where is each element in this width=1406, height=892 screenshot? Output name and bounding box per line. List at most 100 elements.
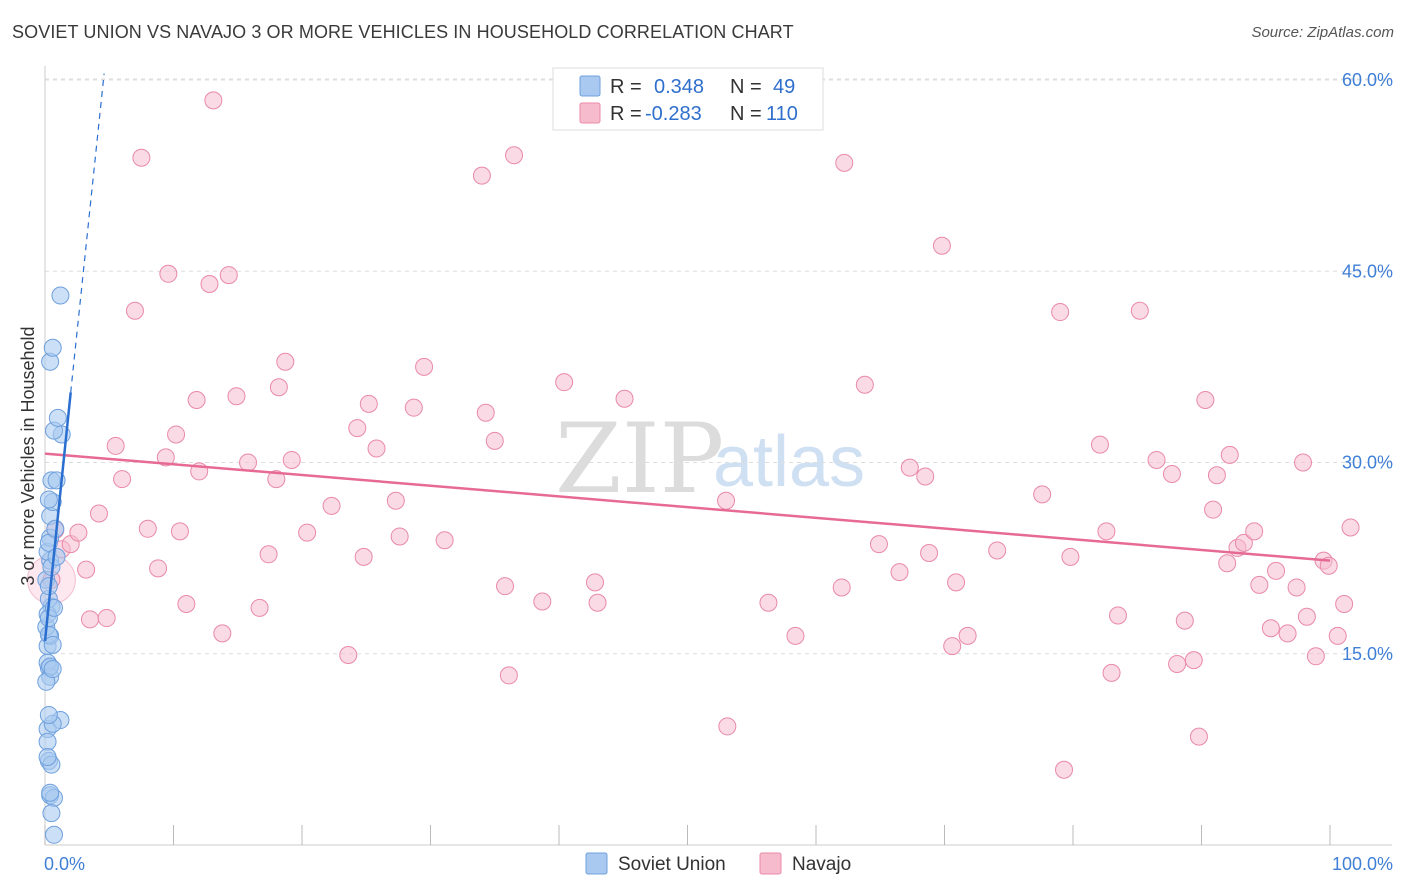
navajo-point bbox=[156, 448, 175, 467]
navajo-point bbox=[1335, 595, 1354, 614]
navajo-point bbox=[167, 425, 186, 444]
navajo-point bbox=[159, 264, 178, 283]
navajo-point bbox=[1294, 453, 1313, 472]
grid-lines bbox=[45, 78, 1392, 655]
trend-lines bbox=[43, 73, 1331, 642]
navajo-point bbox=[170, 522, 189, 541]
series-legend: Soviet Union Navajo bbox=[585, 852, 851, 875]
navajo-point bbox=[505, 146, 524, 165]
soviet-union-trend-line bbox=[43, 392, 72, 642]
soviet-union-point bbox=[47, 547, 66, 566]
navajo-point bbox=[276, 352, 295, 371]
navajo-point bbox=[1319, 556, 1338, 575]
navajo-point bbox=[1051, 303, 1070, 322]
legend-r-value: 0.348 bbox=[654, 76, 704, 98]
navajo-point bbox=[1097, 522, 1116, 541]
navajo-point bbox=[390, 527, 409, 546]
navajo-point bbox=[1102, 663, 1121, 682]
soviet-union-point bbox=[43, 635, 62, 654]
soviet-union-point bbox=[41, 783, 60, 802]
y-tick-label: 60.0% bbox=[1342, 70, 1393, 90]
soviet-union-point bbox=[38, 748, 57, 767]
navajo-point bbox=[1287, 578, 1306, 597]
navajo-point bbox=[354, 547, 373, 566]
navajo-point bbox=[113, 470, 132, 489]
navajo-point bbox=[1245, 522, 1264, 541]
legend-r-label: R = bbox=[610, 103, 642, 125]
navajo-point bbox=[1189, 727, 1208, 746]
y-axis-title: 3 or more Vehicles in Household bbox=[18, 326, 38, 585]
navajo-point bbox=[916, 467, 935, 486]
legend-n-label: N = bbox=[730, 103, 762, 125]
navajo-point bbox=[1234, 533, 1253, 552]
navajo-trend-line bbox=[44, 452, 1331, 562]
navajo-point bbox=[219, 266, 238, 285]
chart-source: Source: ZipAtlas.com bbox=[1251, 24, 1394, 41]
navajo-point bbox=[1061, 547, 1080, 566]
navajo-point bbox=[890, 563, 909, 582]
navajo-point bbox=[900, 458, 919, 477]
navajo-point bbox=[1055, 760, 1074, 779]
navajo-point bbox=[835, 153, 854, 172]
soviet-union-point bbox=[39, 705, 58, 724]
navajo-point bbox=[1108, 606, 1127, 625]
navajo-point bbox=[386, 491, 405, 510]
navajo-point bbox=[485, 431, 504, 450]
navajo-point bbox=[239, 453, 258, 472]
soviet-union-point bbox=[43, 338, 62, 357]
navajo-point bbox=[1090, 435, 1109, 454]
navajo-point bbox=[1196, 391, 1215, 410]
navajo-point bbox=[1033, 485, 1052, 504]
navajo-point bbox=[1168, 654, 1187, 673]
tick-labels: 15.0% 30.0% 45.0% 60.0% 0.0% 100.0% bbox=[44, 70, 1393, 874]
navajo-point bbox=[415, 357, 434, 376]
navajo-point bbox=[932, 236, 951, 255]
navajo-point bbox=[1204, 500, 1223, 519]
watermark: ZIP atlas bbox=[555, 403, 865, 515]
navajo-point bbox=[988, 541, 1007, 560]
navajo-point bbox=[132, 148, 151, 167]
navajo-point bbox=[855, 375, 874, 394]
navajo-point bbox=[1207, 466, 1226, 485]
navajo-point bbox=[298, 523, 317, 542]
navajo-point bbox=[718, 717, 737, 736]
navajo-point bbox=[404, 398, 423, 417]
navajo-point bbox=[786, 626, 805, 645]
navajo-point bbox=[717, 491, 736, 510]
navajo-point bbox=[200, 275, 219, 293]
navajo-point bbox=[187, 391, 206, 410]
y-tick-label: 30.0% bbox=[1342, 453, 1393, 473]
legend-label-soviet-union: Soviet Union bbox=[618, 854, 726, 875]
navajo-point bbox=[1162, 464, 1181, 483]
legend-n-value: 49 bbox=[773, 76, 795, 98]
navajo-point bbox=[69, 523, 88, 542]
navajo-point bbox=[1278, 624, 1297, 643]
navajo-point bbox=[1306, 647, 1325, 666]
navajo-point bbox=[555, 373, 574, 392]
navajo-point bbox=[348, 419, 367, 438]
soviet-union-trend-extension bbox=[70, 73, 105, 393]
navajo-point bbox=[958, 626, 977, 645]
x-tick-label: 100.0% bbox=[1332, 854, 1393, 874]
navajo-point bbox=[1220, 445, 1239, 464]
navajo-point bbox=[250, 598, 269, 617]
navajo-point bbox=[80, 610, 99, 629]
navajo-point bbox=[149, 559, 168, 578]
legend-swatch-navajo bbox=[579, 102, 601, 124]
soviet-union-point bbox=[38, 732, 57, 751]
navajo-point bbox=[1175, 611, 1194, 630]
navajo-point bbox=[869, 535, 888, 554]
navajo-point bbox=[496, 577, 515, 596]
legend-swatch-soviet-union bbox=[579, 75, 601, 97]
navajo-point bbox=[920, 544, 939, 563]
y-tick-label: 15.0% bbox=[1342, 644, 1393, 664]
navajo-point bbox=[339, 646, 358, 665]
navajo-point bbox=[585, 573, 604, 592]
navajo-point bbox=[1130, 301, 1149, 320]
watermark-zip: ZIP bbox=[555, 403, 724, 515]
navajo-series bbox=[26, 91, 1360, 779]
navajo-point bbox=[1261, 619, 1280, 638]
legend-swatch-soviet-union bbox=[585, 852, 608, 875]
navajo-point bbox=[759, 593, 778, 612]
